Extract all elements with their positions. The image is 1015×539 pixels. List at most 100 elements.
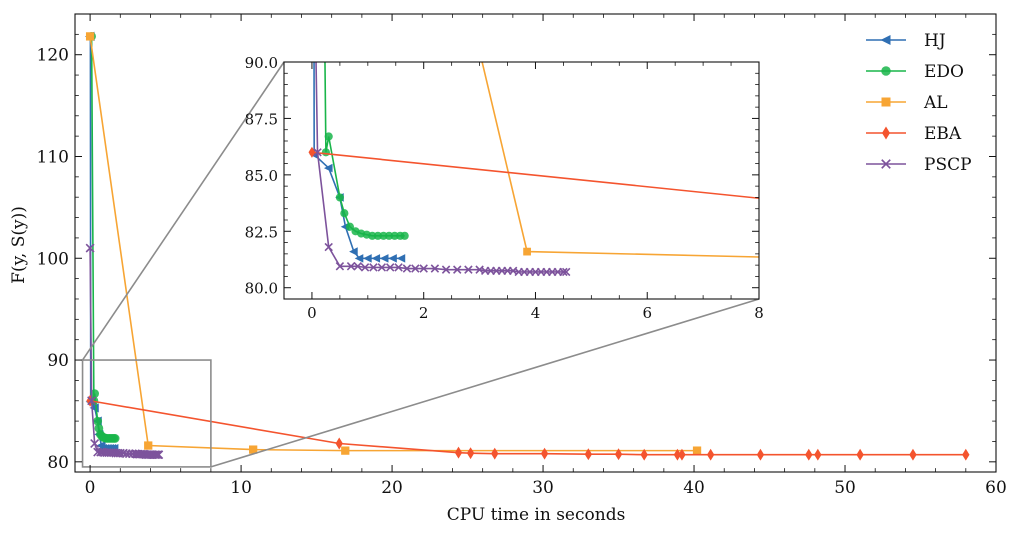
inset-point-pscp-3: [335, 262, 345, 271]
legend-label-pscp: PSCP: [924, 155, 972, 175]
main-x-tick-label-2: 20: [381, 478, 403, 498]
inset-point-edo-13: [390, 231, 399, 240]
main-plot: [85, 31, 970, 461]
inset-point-pscp-4: [346, 262, 356, 271]
inset-y-tick-label-4: 90.0: [245, 54, 278, 72]
main-point-eba-5: [540, 447, 549, 460]
main-point-eba-8: [640, 448, 648, 461]
inset-point-edo-11: [379, 231, 388, 240]
inset-point-pscp-15: [441, 265, 451, 274]
main-x-tick-label-5: 50: [834, 478, 856, 498]
inset-plot-frame: [283, 61, 760, 300]
inset-point-pscp-1: [313, 148, 322, 157]
inset-point-edo-9: [368, 231, 377, 240]
main-point-eba-15: [856, 448, 864, 461]
inset-point-pscp-5: [353, 262, 362, 271]
main-point-al-1: [144, 441, 153, 450]
main-point-eba-3: [466, 447, 475, 460]
inset-point-edo-4: [340, 209, 349, 218]
main-point-al-2: [249, 445, 258, 454]
main-series-pscp: [85, 243, 164, 460]
legend-marker-edo: [881, 66, 891, 76]
legend-label-eba: EBA: [924, 124, 962, 144]
zoom-indicator: [81, 61, 760, 468]
main-point-eba-10: [678, 448, 686, 461]
inset-point-pscp-9: [385, 263, 395, 272]
legend-item-edo: EDO: [866, 62, 964, 82]
main-point-eba-4: [491, 447, 499, 460]
inset-point-pscp-2: [324, 242, 333, 252]
inset-point-hj-6: [349, 247, 358, 256]
main-point-edo-15: [110, 434, 120, 443]
main-x-tick-label-0: 0: [85, 478, 96, 498]
inset-point-pscp-6: [360, 263, 370, 272]
inset-series-edo: [321, 62, 409, 240]
inset-point-edo-1: [321, 148, 330, 157]
inset-point-hj-12: [396, 254, 406, 263]
inset-point-hj-11: [388, 254, 397, 263]
inset-point-pscp-13: [419, 264, 428, 273]
inset-point-hj-7: [354, 254, 364, 263]
legend-label-edo: EDO: [924, 62, 964, 82]
inset-point-edo-15: [400, 231, 409, 240]
main-plot-frame: [74, 13, 997, 473]
main-series-al: [85, 32, 702, 455]
main-y-tick-label-3: 110: [37, 147, 69, 167]
inset-point-al-1: [523, 247, 531, 256]
inset-point-edo-2: [324, 132, 333, 141]
main-x-tick-label-6: 60: [985, 478, 1007, 498]
inset-point-pscp-14: [430, 264, 440, 273]
main-point-pscp-31: [150, 450, 160, 460]
main-point-al-4: [692, 446, 702, 455]
main-point-al-3: [341, 446, 350, 455]
inset-series-al: [481, 62, 920, 265]
main-point-edo-3: [93, 416, 103, 426]
zoom-rectangle: [81, 359, 212, 468]
main-y-tick-label-4: 120: [37, 46, 69, 66]
inset-point-pscp-33: [559, 267, 568, 277]
inset-point-pscp-12: [411, 264, 420, 273]
inset-x-tick-label-4: 8: [754, 304, 764, 322]
legend-item-hj: HJ: [866, 31, 946, 51]
inset-marks: [308, 62, 920, 277]
main-point-al-0: [85, 32, 95, 41]
main-y-tick-label-0: 80: [47, 453, 69, 473]
main-point-eba-12: [756, 448, 765, 461]
main-point-eba-13: [805, 448, 813, 461]
legend-item-al: AL: [866, 93, 948, 113]
inset-point-pscp-34: [561, 267, 571, 277]
inset-y-tick-label-1: 82.5: [245, 223, 278, 241]
inset-axes: 0 2 4 6 8 80.0 82.5 85.0 87.5 90.0: [245, 54, 764, 322]
inset-y-tick-label-2: 85.0: [245, 167, 278, 185]
main-y-tick-label-1: 90: [47, 351, 69, 371]
legend-label-al: AL: [923, 93, 948, 113]
main-x-tick-label-3: 30: [532, 478, 554, 498]
inset-point-pscp-16: [453, 265, 462, 274]
main-x-tick-label-4: 40: [683, 478, 705, 498]
main-series-hj: [85, 31, 119, 454]
main-point-eba-11: [706, 448, 715, 461]
main-point-eba-2: [454, 446, 463, 459]
main-y-tick-label-2: 100: [37, 249, 69, 269]
main-point-edo-2: [90, 389, 99, 399]
x-axis-label: CPU time in seconds: [447, 505, 626, 525]
inset-x-tick-label-0: 0: [307, 304, 317, 322]
inset-point-hj-9: [371, 254, 381, 263]
main-point-eba-7: [614, 448, 623, 461]
main-series-edo: [87, 32, 120, 443]
legend-marker-pscp: [881, 159, 891, 169]
legend: HJ EDO AL EBA PSCP: [866, 31, 972, 175]
inset-series-pscp: [313, 62, 571, 277]
inset-point-pscp-11: [402, 264, 412, 273]
main-point-eba-14: [814, 448, 822, 461]
legend-marker-hj: [880, 35, 891, 45]
main-line-edo: [90, 36, 116, 440]
inset-point-pscp-10: [394, 263, 403, 272]
main-point-eba-1: [335, 437, 343, 450]
inset-point-al-2: [912, 257, 920, 265]
inset-point-edo-5: [345, 222, 355, 231]
main-point-pscp-1: [87, 396, 97, 406]
inset-x-tick-label-3: 6: [642, 304, 652, 322]
legend-marker-al: [881, 97, 891, 107]
